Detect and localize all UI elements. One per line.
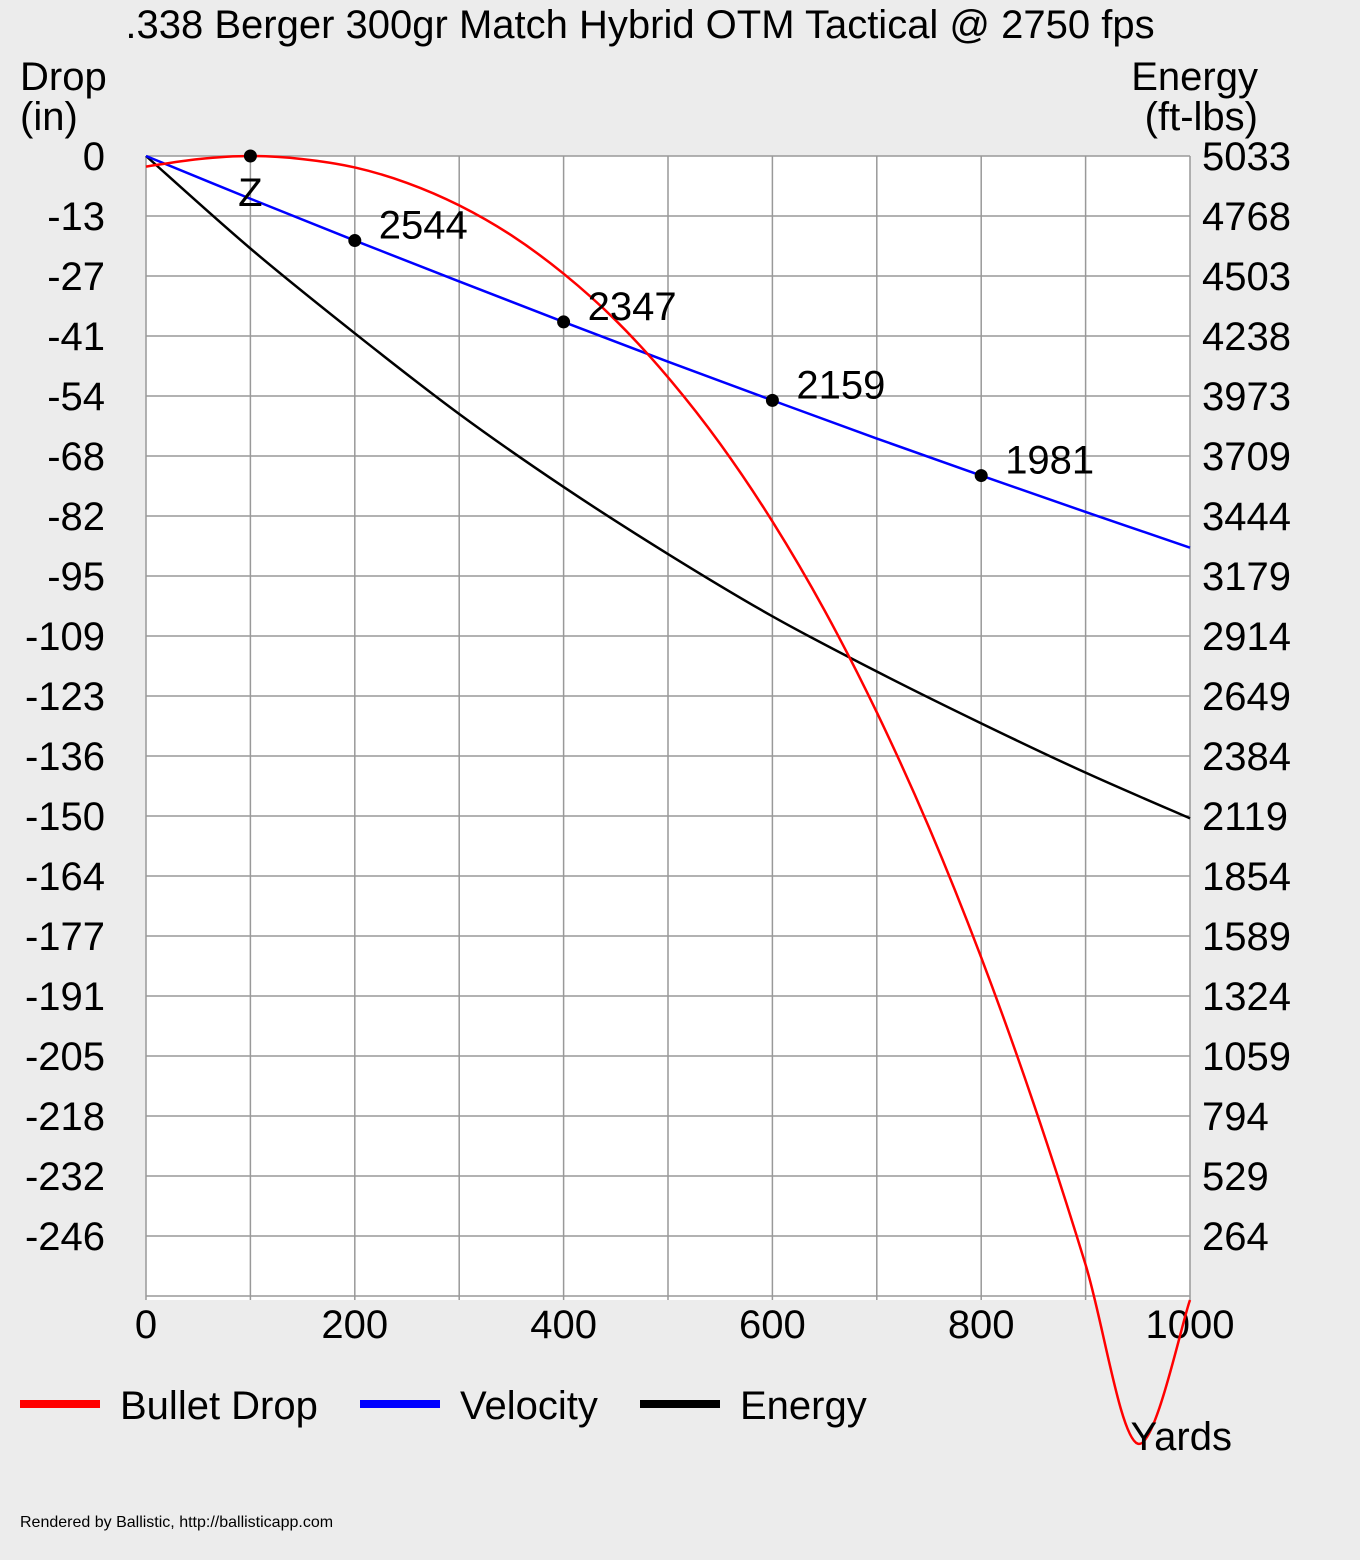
- x-tick-label: 800: [948, 1303, 1015, 1347]
- right-tick-label: 3179: [1202, 555, 1291, 599]
- series-line-bullet-drop: [145, 154, 1192, 1445]
- right-tick-label: 3709: [1202, 435, 1291, 479]
- velocity-point: [557, 315, 571, 329]
- zero-point: [243, 149, 257, 163]
- x-tick-label: 600: [739, 1303, 806, 1347]
- legend-label: Bullet Drop: [120, 1384, 318, 1428]
- left-axis-label-line2: (in): [20, 95, 78, 139]
- grid: [145, 155, 1191, 1300]
- x-tick-label: 200: [321, 1303, 388, 1347]
- right-tick-label: 3444: [1202, 495, 1291, 539]
- footer-credit: Rendered by Ballistic, http://ballistica…: [20, 1514, 334, 1531]
- right-tick-label: 529: [1202, 1155, 1269, 1199]
- left-tick-label: -246: [25, 1215, 105, 1259]
- left-tick-label: -13: [47, 195, 105, 239]
- left-axis-label-line1: Drop: [20, 55, 107, 99]
- x-tick-label: 1000: [1146, 1303, 1235, 1347]
- velocity-data-label: 2159: [796, 363, 885, 407]
- x-axis-label: Yards: [1130, 1415, 1232, 1459]
- left-tick-label: -82: [47, 495, 105, 539]
- left-tick-label: -68: [47, 435, 105, 479]
- x-axis-ticks: 0 200 400 600 800 1000: [135, 1303, 1235, 1347]
- right-tick-label: 1589: [1202, 915, 1291, 959]
- left-tick-label: -41: [47, 315, 105, 359]
- zero-label: Z: [238, 171, 262, 215]
- series-line-velocity: [145, 154, 1191, 549]
- velocity-data-label: 2544: [379, 204, 468, 248]
- legend-label: Velocity: [460, 1384, 598, 1428]
- left-tick-label: -164: [25, 855, 105, 899]
- left-axis-ticks: 0 -13 -27 -41 -54 -68 -82 -95 -109 -123 -136 -150 -1…: [25, 135, 105, 1259]
- left-tick-label: -27: [47, 255, 105, 299]
- right-tick-label: 5033: [1202, 135, 1291, 179]
- left-tick-label: -95: [47, 555, 105, 599]
- right-tick-label: 794: [1202, 1095, 1269, 1139]
- series-line-energy: [145, 155, 1191, 820]
- right-axis-label-line1: Energy: [1131, 55, 1258, 99]
- x-tick-label: 400: [530, 1303, 597, 1347]
- x-tick-label: 0: [135, 1303, 157, 1347]
- left-tick-label: -150: [25, 795, 105, 839]
- right-tick-label: 4503: [1202, 255, 1291, 299]
- series-layer: [145, 154, 1192, 1445]
- right-tick-label: 2914: [1202, 615, 1291, 659]
- right-tick-label: 2384: [1202, 735, 1291, 779]
- right-tick-label: 264: [1202, 1215, 1269, 1259]
- left-tick-label: -54: [47, 375, 105, 419]
- right-tick-label: 3973: [1202, 375, 1291, 419]
- right-tick-label: 1854: [1202, 855, 1291, 899]
- left-tick-label: -177: [25, 915, 105, 959]
- left-tick-label: -205: [25, 1035, 105, 1079]
- markers-layer: 2544 2347 2159 1981 Z: [238, 149, 1094, 483]
- legend: Bullet Drop Velocity Energy: [20, 1384, 867, 1428]
- left-tick-label: -123: [25, 675, 105, 719]
- right-tick-label: 1324: [1202, 975, 1291, 1019]
- left-tick-label: -136: [25, 735, 105, 779]
- legend-label: Energy: [740, 1384, 867, 1428]
- left-tick-label: 0: [83, 135, 105, 179]
- right-tick-label: 4238: [1202, 315, 1291, 359]
- velocity-point: [348, 234, 362, 248]
- left-tick-label: -232: [25, 1155, 105, 1199]
- right-axis-ticks: 5033 4768 4503 4238 3973 3709 3444 3179 2914 2649…: [1202, 135, 1291, 1259]
- velocity-data-label: 2347: [588, 285, 677, 329]
- chart-title: .338 Berger 300gr Match Hybrid OTM Tacti…: [125, 3, 1154, 47]
- velocity-data-label: 1981: [1005, 439, 1094, 483]
- left-tick-label: -191: [25, 975, 105, 1019]
- right-tick-label: 4768: [1202, 195, 1291, 239]
- velocity-point: [765, 393, 779, 407]
- left-tick-label: -218: [25, 1095, 105, 1139]
- right-tick-label: 1059: [1202, 1035, 1291, 1079]
- velocity-point: [974, 469, 988, 483]
- right-tick-label: 2119: [1202, 795, 1288, 839]
- right-axis-label-line2: (ft-lbs): [1145, 95, 1258, 139]
- left-tick-label: -109: [25, 615, 105, 659]
- right-tick-label: 2649: [1202, 675, 1291, 719]
